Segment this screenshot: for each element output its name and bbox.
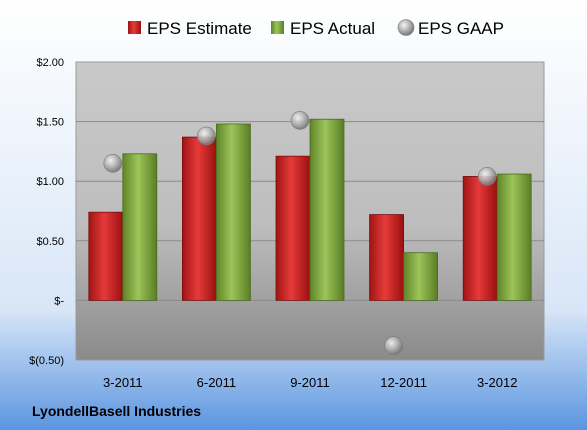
gaap-marker xyxy=(103,154,123,173)
x-axis-category-labels: 3-2011 6-2011 9-2011 12-2011 3-2012 xyxy=(103,375,517,390)
legend-label: EPS Estimate xyxy=(147,19,252,38)
x-category-label: 3-2012 xyxy=(477,375,517,390)
x-category-label: 3-2011 xyxy=(103,375,143,390)
estimate-bar xyxy=(275,155,311,301)
estimate-bar xyxy=(88,211,124,301)
company-name: LyondellBasell Industries xyxy=(32,403,201,419)
y-tick-label: $0.50 xyxy=(36,236,64,248)
x-category-label: 6-2011 xyxy=(197,375,237,390)
x-category-label: 9-2011 xyxy=(290,375,330,390)
y-tick-label: $(0.50) xyxy=(29,355,64,367)
actual-bar xyxy=(496,173,532,301)
bars xyxy=(88,118,532,301)
actual-bar xyxy=(403,252,439,301)
legend: EPS Estimate EPS Actual EPS GAAP xyxy=(128,19,504,38)
x-category-label: 12-2011 xyxy=(380,375,427,390)
y-axis-tick-labels: $2.00 $1.50 $1.00 $0.50 $- $(0.50) xyxy=(29,57,64,367)
gaap-marker xyxy=(290,111,310,130)
legend-gaap-swatch xyxy=(397,19,415,36)
actual-bar xyxy=(215,123,251,301)
gaap-marker xyxy=(197,126,216,146)
estimate-bar xyxy=(181,136,217,301)
legend-label: EPS GAAP xyxy=(418,19,504,38)
legend-estimate-swatch xyxy=(128,21,141,34)
gaap-markers xyxy=(103,111,497,355)
legend-label: EPS Actual xyxy=(290,19,375,38)
gaap-marker xyxy=(384,336,403,355)
actual-bar xyxy=(122,153,158,301)
y-tick-label: $1.50 xyxy=(36,117,64,129)
gaap-marker xyxy=(477,167,497,186)
actual-bar xyxy=(309,118,345,301)
y-tick-label: $- xyxy=(54,295,64,307)
estimate-bar xyxy=(462,176,498,301)
y-tick-label: $1.00 xyxy=(36,176,64,188)
estimate-bar xyxy=(369,214,405,301)
y-tick-label: $2.00 xyxy=(36,57,64,69)
legend-actual-swatch xyxy=(271,21,284,34)
